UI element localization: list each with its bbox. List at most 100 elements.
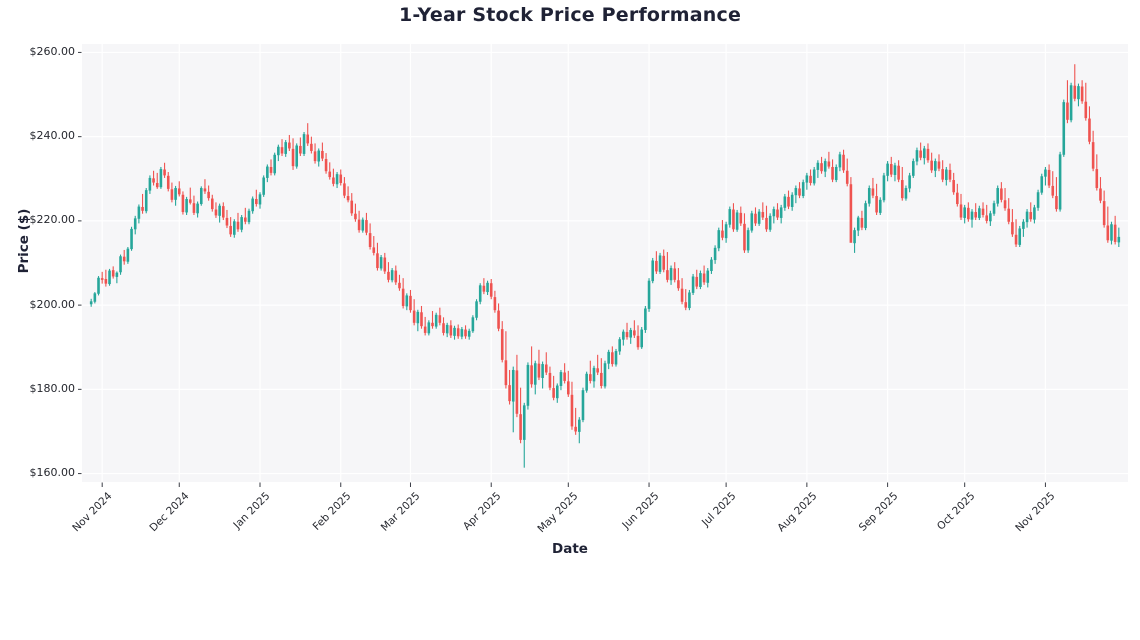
- candle-body: [783, 196, 787, 208]
- candle-body: [1091, 142, 1095, 169]
- candle-body: [394, 270, 398, 283]
- candle-body: [284, 142, 287, 154]
- candle-body: [750, 213, 754, 231]
- candle-body: [357, 219, 361, 231]
- candle-body: [908, 175, 911, 189]
- candle-body: [673, 268, 677, 280]
- plot-area: [78, 51, 1121, 487]
- candle-body: [236, 221, 240, 230]
- candle-body: [376, 253, 379, 269]
- candle-body: [522, 405, 526, 440]
- candle-body: [383, 257, 387, 272]
- candle-body: [952, 180, 955, 193]
- candle-body: [930, 160, 933, 171]
- candle-body: [335, 174, 339, 185]
- candle-body: [677, 280, 680, 289]
- candle-body: [1040, 176, 1044, 193]
- candle-body: [919, 150, 922, 158]
- candle-body: [970, 211, 974, 220]
- candle-body: [827, 161, 831, 167]
- candle-body: [728, 209, 732, 225]
- candle-body: [456, 328, 460, 337]
- candle-body: [809, 175, 812, 183]
- candle-body: [533, 363, 537, 385]
- y-tick-label: $240.00: [29, 129, 76, 143]
- candle-body: [893, 165, 897, 175]
- candle-body: [148, 177, 152, 191]
- candle-body: [354, 213, 357, 220]
- candle-body: [772, 209, 776, 217]
- y-axis-title: Price ($): [16, 208, 32, 274]
- candle-body: [996, 188, 1000, 204]
- candle-body: [482, 285, 486, 292]
- candle-body: [302, 134, 306, 154]
- candle-body: [842, 154, 845, 171]
- candle-body: [1062, 102, 1066, 155]
- candle-body: [923, 148, 926, 159]
- candle-body: [431, 322, 434, 327]
- candle-body: [790, 194, 794, 207]
- candle-body: [310, 143, 313, 151]
- candle-body: [989, 213, 992, 222]
- candle-body: [111, 270, 115, 277]
- chart-title: 1-Year Stock Price Performance: [398, 4, 742, 26]
- candle-body: [409, 295, 412, 311]
- candle-body: [754, 213, 757, 224]
- y-tick-label: $200.00: [29, 297, 76, 311]
- candle-body: [291, 148, 295, 167]
- candle-body: [585, 373, 588, 391]
- candle-body: [849, 184, 853, 243]
- candle-body: [339, 174, 343, 183]
- candle-body: [489, 283, 493, 297]
- candle-body: [867, 188, 871, 204]
- candle-body: [244, 217, 247, 222]
- candle-body: [1018, 228, 1022, 245]
- candle-body: [346, 196, 350, 201]
- candle-body: [1069, 85, 1073, 121]
- candle-body: [900, 180, 904, 199]
- candle-body: [368, 233, 372, 247]
- candle-body: [816, 162, 820, 170]
- candle-body: [258, 194, 262, 205]
- candle-body: [875, 196, 878, 213]
- x-axis-title: Date: [552, 541, 588, 557]
- candle-body: [225, 217, 229, 226]
- candle-body: [537, 363, 541, 378]
- candle-body: [152, 178, 155, 183]
- candle-body: [915, 150, 919, 162]
- candle-body: [622, 331, 625, 340]
- candle-body: [416, 311, 420, 324]
- candles-group: [89, 64, 1121, 468]
- candle-body: [288, 142, 291, 149]
- candle-body: [945, 169, 948, 181]
- candle-body: [343, 183, 346, 196]
- candle-body: [526, 364, 530, 406]
- candle-body: [423, 326, 427, 333]
- candle-body: [603, 363, 607, 387]
- candle-body: [574, 426, 577, 432]
- candle-body: [956, 192, 959, 205]
- candle-body: [838, 154, 842, 168]
- candle-body: [115, 272, 119, 277]
- candle-body: [317, 150, 321, 162]
- candle-body: [640, 329, 644, 348]
- candle-body: [174, 188, 177, 200]
- candle-body: [1047, 169, 1051, 186]
- candle-body: [713, 247, 717, 261]
- candle-body: [1073, 85, 1077, 99]
- candle-body: [438, 315, 442, 323]
- candle-body: [967, 207, 970, 220]
- candle-body: [864, 203, 867, 229]
- candle-body: [478, 285, 482, 302]
- candle-body: [467, 330, 471, 337]
- candle-body: [710, 259, 713, 272]
- candle-body: [629, 329, 632, 338]
- candle-body: [589, 374, 592, 381]
- candle-body: [695, 276, 699, 287]
- candle-body: [959, 204, 963, 218]
- candle-body: [831, 166, 834, 180]
- candle-body: [1088, 118, 1091, 142]
- candle-body: [269, 166, 273, 173]
- candle-body: [398, 282, 401, 289]
- candle-body: [691, 276, 695, 293]
